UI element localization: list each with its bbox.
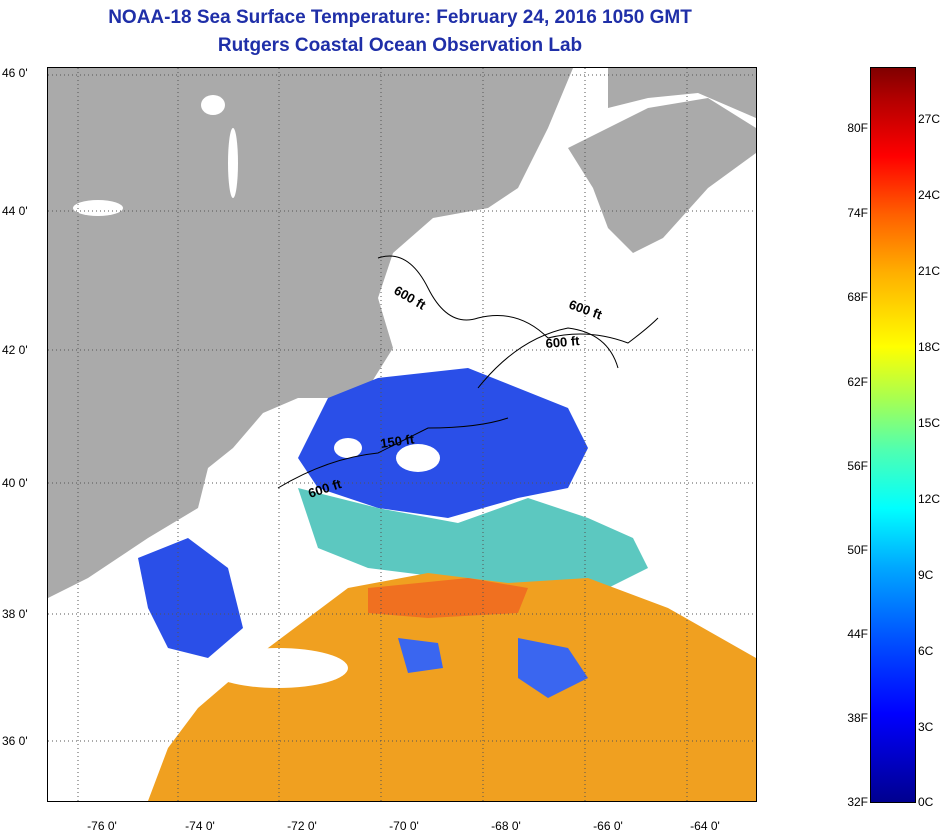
cold-patch: [518, 638, 588, 698]
colorbar-fahrenheit-label: 56F: [847, 459, 868, 473]
colorbar-fahrenheit-label: 80F: [847, 121, 868, 135]
cool-water: [298, 488, 648, 588]
colorbar-celsius-label: 18C: [918, 340, 941, 354]
contour-label: 600 ft: [392, 283, 429, 313]
cloud: [208, 648, 348, 688]
map-title: NOAA-18 Sea Surface Temperature: Februar…: [40, 4, 760, 60]
colorbar-fahrenheit-label: 32F: [847, 795, 868, 809]
longitude-label: -68 0': [491, 819, 521, 833]
contour-label: 600 ft: [567, 297, 605, 323]
warm-water: [148, 573, 756, 801]
longitude-label: -72 0': [287, 819, 317, 833]
cold-patch: [398, 638, 443, 673]
colorbar-celsius-label: 9C: [918, 568, 934, 582]
cloud: [334, 438, 362, 458]
colorbar-fahrenheit-label: 74F: [847, 206, 868, 220]
latitude-label: 36 0': [2, 734, 28, 748]
colorbar-celsius-label: 0C: [918, 795, 934, 809]
colorbar-celsius-label: 21C: [918, 264, 941, 278]
colorbar-fahrenheit-label: 68F: [847, 290, 868, 304]
nova-scotia: [568, 98, 756, 253]
lake: [201, 95, 225, 115]
gulf-stream-core: [368, 578, 528, 618]
cloud: [396, 444, 440, 472]
lake: [73, 200, 123, 216]
longitude-label: -64 0': [690, 819, 720, 833]
colorbar-fahrenheit-label: 62F: [847, 375, 868, 389]
lake: [228, 128, 238, 198]
latitude-label: 38 0': [2, 607, 28, 621]
title-line-1: NOAA-18 Sea Surface Temperature: Februar…: [108, 7, 692, 28]
colorbar-celsius-label: 27C: [918, 112, 941, 126]
title-line-2: Rutgers Coastal Ocean Observation Lab: [217, 35, 583, 56]
colorbar-celsius-label: 3C: [918, 720, 934, 734]
longitude-label: -74 0': [185, 819, 215, 833]
colorbar-celsius-label: 6C: [918, 644, 934, 658]
colorbar-celsius-label: 24C: [918, 188, 941, 202]
latitude-label: 44 0': [2, 204, 28, 218]
cold-shelf-water: [298, 368, 588, 518]
latitude-label: 46 0': [2, 66, 28, 80]
colorbar-fahrenheit-label: 38F: [847, 711, 868, 725]
colorbar-fahrenheit-label: 44F: [847, 627, 868, 641]
cold-eddy: [138, 538, 243, 658]
contour-label: 600 ft: [545, 333, 581, 351]
colorbar-fahrenheit-label: 50F: [847, 543, 868, 557]
sst-map-canvas: 600 ft 600 ft 600 ft 150 ft 600 ft: [48, 68, 756, 801]
colorbar-celsius-label: 15C: [918, 416, 941, 430]
new-brunswick: [608, 68, 756, 118]
longitude-label: -76 0': [87, 819, 117, 833]
bathymetry-contours: [277, 255, 659, 489]
sst-map: 600 ft 600 ft 600 ft 150 ft 600 ft: [47, 67, 757, 802]
land-mass: [48, 68, 573, 598]
colorbar-celsius-label: 12C: [918, 492, 941, 506]
longitude-label: -70 0': [389, 819, 419, 833]
contour-label: 150 ft: [379, 431, 415, 451]
latitude-label: 40 0': [2, 476, 28, 490]
temperature-colorbar: [870, 67, 916, 803]
latitude-label: 42 0': [2, 343, 28, 357]
longitude-label: -66 0': [593, 819, 623, 833]
